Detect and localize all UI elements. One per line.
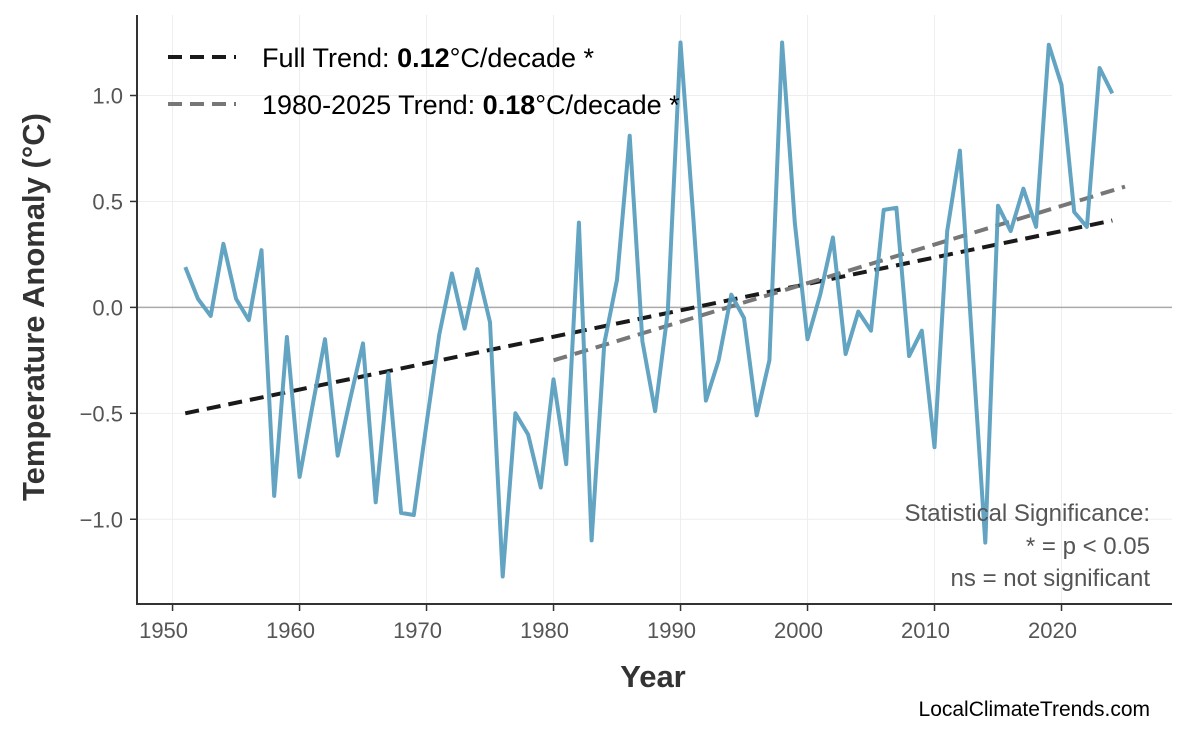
series-line: [183, 40, 1115, 579]
y-tick-label: 0.5: [92, 189, 123, 214]
x-ticks: 1950 1960 1970 1980 1990 2000 2010 2020: [139, 604, 1077, 643]
legend-label-1980-trend: 1980-2025 Trend: 0.18°C/decade *: [262, 90, 680, 120]
y-tick-label: −1.0: [80, 507, 123, 532]
x-tick-label: 1980: [520, 618, 569, 643]
legend-label-full-trend: Full Trend: 0.12°C/decade *: [262, 43, 595, 73]
note-line-1: Statistical Significance:: [905, 500, 1150, 527]
data-points: [185, 42, 1112, 576]
y-tick-label: 1.0: [92, 84, 123, 109]
legend: Full Trend: 0.12°C/decade * 1980-2025 Tr…: [168, 43, 680, 120]
x-tick-label: 1990: [647, 618, 696, 643]
x-tick-label: 2020: [1028, 618, 1077, 643]
trend-lines: [184, 184, 1126, 416]
y-ticks: −1.0 −0.5 0.0 0.5 1.0: [80, 84, 137, 532]
significance-note: Statistical Significance: * = p < 0.05 n…: [905, 500, 1151, 592]
watermark: LocalClimateTrends.com: [919, 698, 1150, 721]
legend-entry-full-trend: Full Trend: 0.12°C/decade *: [168, 43, 595, 73]
note-line-3: ns = not significant: [951, 565, 1151, 592]
x-tick-label: 2000: [774, 618, 823, 643]
x-tick-label: 2010: [901, 618, 950, 643]
legend-entry-1980-trend: 1980-2025 Trend: 0.18°C/decade *: [168, 90, 680, 120]
trend-line-0: [184, 218, 1113, 416]
y-axis-label: Temperature Anomaly (°C): [16, 113, 51, 501]
x-axis-label: Year: [620, 659, 686, 694]
y-tick-label: 0.0: [92, 295, 123, 320]
x-tick-label: 1950: [139, 618, 188, 643]
x-tick-label: 1970: [393, 618, 442, 643]
note-line-2: * = p < 0.05: [1026, 533, 1150, 560]
x-tick-label: 1960: [266, 618, 315, 643]
trend-line-1: [552, 184, 1126, 363]
y-tick-label: −0.5: [80, 401, 123, 426]
